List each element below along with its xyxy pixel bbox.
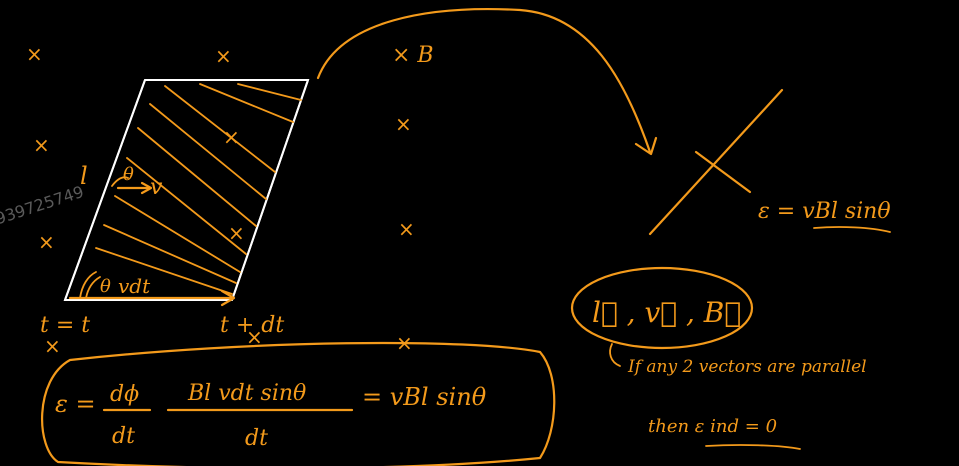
field-markers: × × × × × × × × × × ×: [26, 42, 415, 358]
equation-box: [41, 341, 556, 466]
frac1-denominator: dt: [112, 424, 135, 449]
field-cross: ×: [26, 42, 43, 66]
field-cross: ×: [215, 44, 232, 68]
field-cross: ×: [228, 221, 245, 245]
field-label: × B: [392, 43, 434, 68]
swept-area: [63, 79, 310, 307]
field-cross: ×: [398, 217, 415, 241]
field-cross: ×: [38, 230, 55, 254]
angle-label-top: θ: [123, 164, 134, 185]
watermark-text: 939725749: [0, 182, 86, 228]
side-result-underline: [813, 226, 891, 233]
angle-label-bottom: θ: [100, 276, 111, 297]
side-result: ε = vBl sinθ: [758, 199, 891, 224]
frac2-numerator: Bl vdt sinθ: [187, 381, 306, 406]
field-cross: ×: [44, 334, 61, 358]
length-label: l: [80, 162, 88, 190]
frac2-denominator: dt: [245, 426, 268, 451]
field-cross: ×: [33, 133, 50, 157]
frac1-numerator: dϕ: [110, 382, 139, 407]
emf-rhs: = vBl sinθ: [362, 383, 487, 411]
field-cross: ×: [223, 125, 240, 149]
condition-underline: [705, 444, 801, 450]
connector-arrow: [316, 8, 652, 154]
field-cross: ×: [395, 112, 412, 136]
time-end-label: t + dt: [220, 313, 284, 338]
displacement-label: vdt: [118, 274, 151, 298]
condition-result: then ε ind = 0: [648, 416, 777, 437]
rod-sketch: [648, 88, 784, 236]
emf-lhs: ε =: [55, 390, 96, 418]
vectors-label: l⃗ , v⃗ , B⃗: [592, 296, 741, 329]
condition-note: If any 2 vectors are parallel: [627, 357, 867, 377]
vectors-circle: [570, 266, 754, 350]
field-cross: ×: [246, 325, 263, 349]
time-start-label: t = t: [40, 313, 90, 338]
velocity-label: v: [150, 175, 163, 200]
